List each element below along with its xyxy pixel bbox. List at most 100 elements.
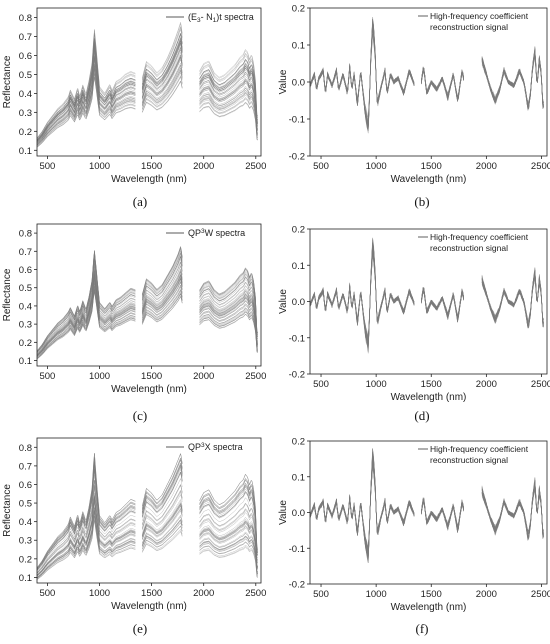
spectrum-line bbox=[141, 292, 183, 323]
spectrum-line bbox=[310, 19, 415, 131]
y-tick-label: 0.6 bbox=[19, 265, 32, 276]
spectrum-line bbox=[199, 538, 258, 575]
y-tick-label: 0.6 bbox=[19, 51, 32, 62]
spectrum-line bbox=[481, 278, 544, 320]
spectrum-line bbox=[481, 55, 544, 104]
spectrum-line bbox=[141, 519, 183, 546]
spectrum-line bbox=[141, 277, 183, 314]
x-tick-label: 1000 bbox=[366, 161, 387, 172]
spectrum-line bbox=[310, 24, 415, 125]
spectrum-line bbox=[141, 290, 183, 322]
spectrum-line bbox=[199, 276, 258, 337]
spectrum-line bbox=[141, 264, 183, 307]
spectrum-line bbox=[141, 252, 183, 299]
spectrum-line bbox=[310, 16, 415, 132]
chart-panel: 500 1000 1500 2000 2500 0.1 0.2 0.3 0.4 0.5 0.6 0.7… bbox=[2, 437, 266, 636]
series-group bbox=[310, 237, 544, 354]
spectrum-line bbox=[310, 456, 415, 557]
spectrum-line bbox=[141, 274, 183, 312]
spectrum-line bbox=[141, 76, 183, 111]
spectrum-line bbox=[199, 510, 258, 563]
spectrum-line bbox=[141, 464, 183, 513]
spectrum-line bbox=[141, 468, 183, 516]
spectrum-line bbox=[141, 26, 183, 81]
spectrum-line bbox=[199, 94, 258, 137]
spectrum-line bbox=[421, 70, 464, 98]
spectrum-line bbox=[310, 18, 415, 134]
x-tick-label: 2500 bbox=[531, 589, 550, 600]
spectrum-line bbox=[310, 21, 415, 131]
spectrum-line bbox=[37, 484, 136, 574]
spectrum-line bbox=[141, 489, 183, 528]
y-axis-label: Reflectance bbox=[2, 268, 13, 321]
y-tick-label: 0.2 bbox=[19, 127, 32, 138]
spectrum-line bbox=[199, 102, 258, 141]
spectrum-line bbox=[199, 488, 258, 555]
spectrum-line bbox=[310, 26, 415, 125]
spectrum-line bbox=[199, 67, 258, 125]
spectrum-line bbox=[199, 491, 258, 555]
spectrum-line bbox=[481, 487, 544, 535]
spectrum-line bbox=[310, 34, 415, 118]
y-tick-label: 0.5 bbox=[19, 499, 32, 510]
spectrum-line bbox=[199, 479, 258, 551]
y-tick-label: -0.1 bbox=[289, 115, 305, 126]
spectrum-line bbox=[310, 250, 415, 341]
spectrum-line bbox=[199, 531, 258, 572]
x-tick-label: 1000 bbox=[89, 161, 110, 172]
spectrum-line bbox=[199, 53, 258, 118]
spectrum-line bbox=[142, 530, 183, 553]
spectrum-line bbox=[141, 484, 183, 526]
x-tick-label: 2000 bbox=[476, 161, 497, 172]
spectrum-line bbox=[310, 30, 415, 122]
series-group bbox=[310, 16, 544, 134]
panel-caption: (b) bbox=[414, 194, 429, 209]
spectrum-line bbox=[481, 276, 544, 323]
spectrum-line bbox=[199, 502, 258, 561]
spectrum-line bbox=[37, 62, 136, 145]
spectrum-line bbox=[199, 308, 258, 351]
y-tick-label: -0.2 bbox=[289, 152, 305, 163]
spectrum-line bbox=[141, 70, 183, 107]
spectrum-line bbox=[310, 451, 415, 561]
spectrum-line bbox=[310, 243, 415, 345]
spectrum-line bbox=[141, 501, 183, 535]
spectrum-line bbox=[141, 53, 183, 97]
spectrum-line bbox=[141, 491, 183, 530]
spectrum-line bbox=[199, 97, 258, 138]
spectrum-line bbox=[141, 452, 183, 507]
x-tick-label: 2500 bbox=[245, 588, 266, 599]
y-tick-label: 0.1 bbox=[292, 41, 305, 52]
spectrum-line bbox=[199, 291, 258, 343]
spectrum-line bbox=[199, 49, 258, 116]
spectrum-line bbox=[199, 267, 258, 333]
spectrum-line bbox=[199, 289, 258, 342]
spectrum-line bbox=[199, 91, 258, 135]
spectrum-line bbox=[310, 34, 415, 118]
spectrum-line bbox=[37, 73, 136, 148]
spectrum-line bbox=[481, 276, 544, 323]
spectrum-line bbox=[481, 277, 544, 322]
spectrum-line bbox=[199, 64, 258, 123]
spectrum-line bbox=[37, 73, 136, 147]
spectrum-line bbox=[199, 527, 258, 570]
spectrum-line bbox=[141, 48, 183, 94]
spectrum-line bbox=[37, 453, 136, 568]
spectrum-line bbox=[37, 269, 136, 355]
y-tick-label: 0.1 bbox=[292, 472, 305, 483]
spectrum-line bbox=[199, 486, 258, 554]
x-tick-label: 1500 bbox=[141, 161, 162, 172]
x-tick-label: 2000 bbox=[193, 371, 214, 382]
spectrum-line bbox=[141, 42, 183, 91]
spectrum-line bbox=[199, 62, 258, 122]
panel-caption: (f) bbox=[416, 621, 429, 636]
x-tick-label: 2000 bbox=[193, 161, 214, 172]
spectrum-line bbox=[141, 289, 183, 321]
spectrum-line bbox=[141, 286, 183, 319]
spectrum-line bbox=[141, 504, 183, 537]
spectrum-line bbox=[310, 466, 415, 548]
spectrum-line bbox=[141, 28, 183, 82]
spectrum-line bbox=[199, 78, 258, 129]
legend: QP3W spectra bbox=[166, 228, 245, 238]
spectrum-line bbox=[481, 277, 544, 322]
